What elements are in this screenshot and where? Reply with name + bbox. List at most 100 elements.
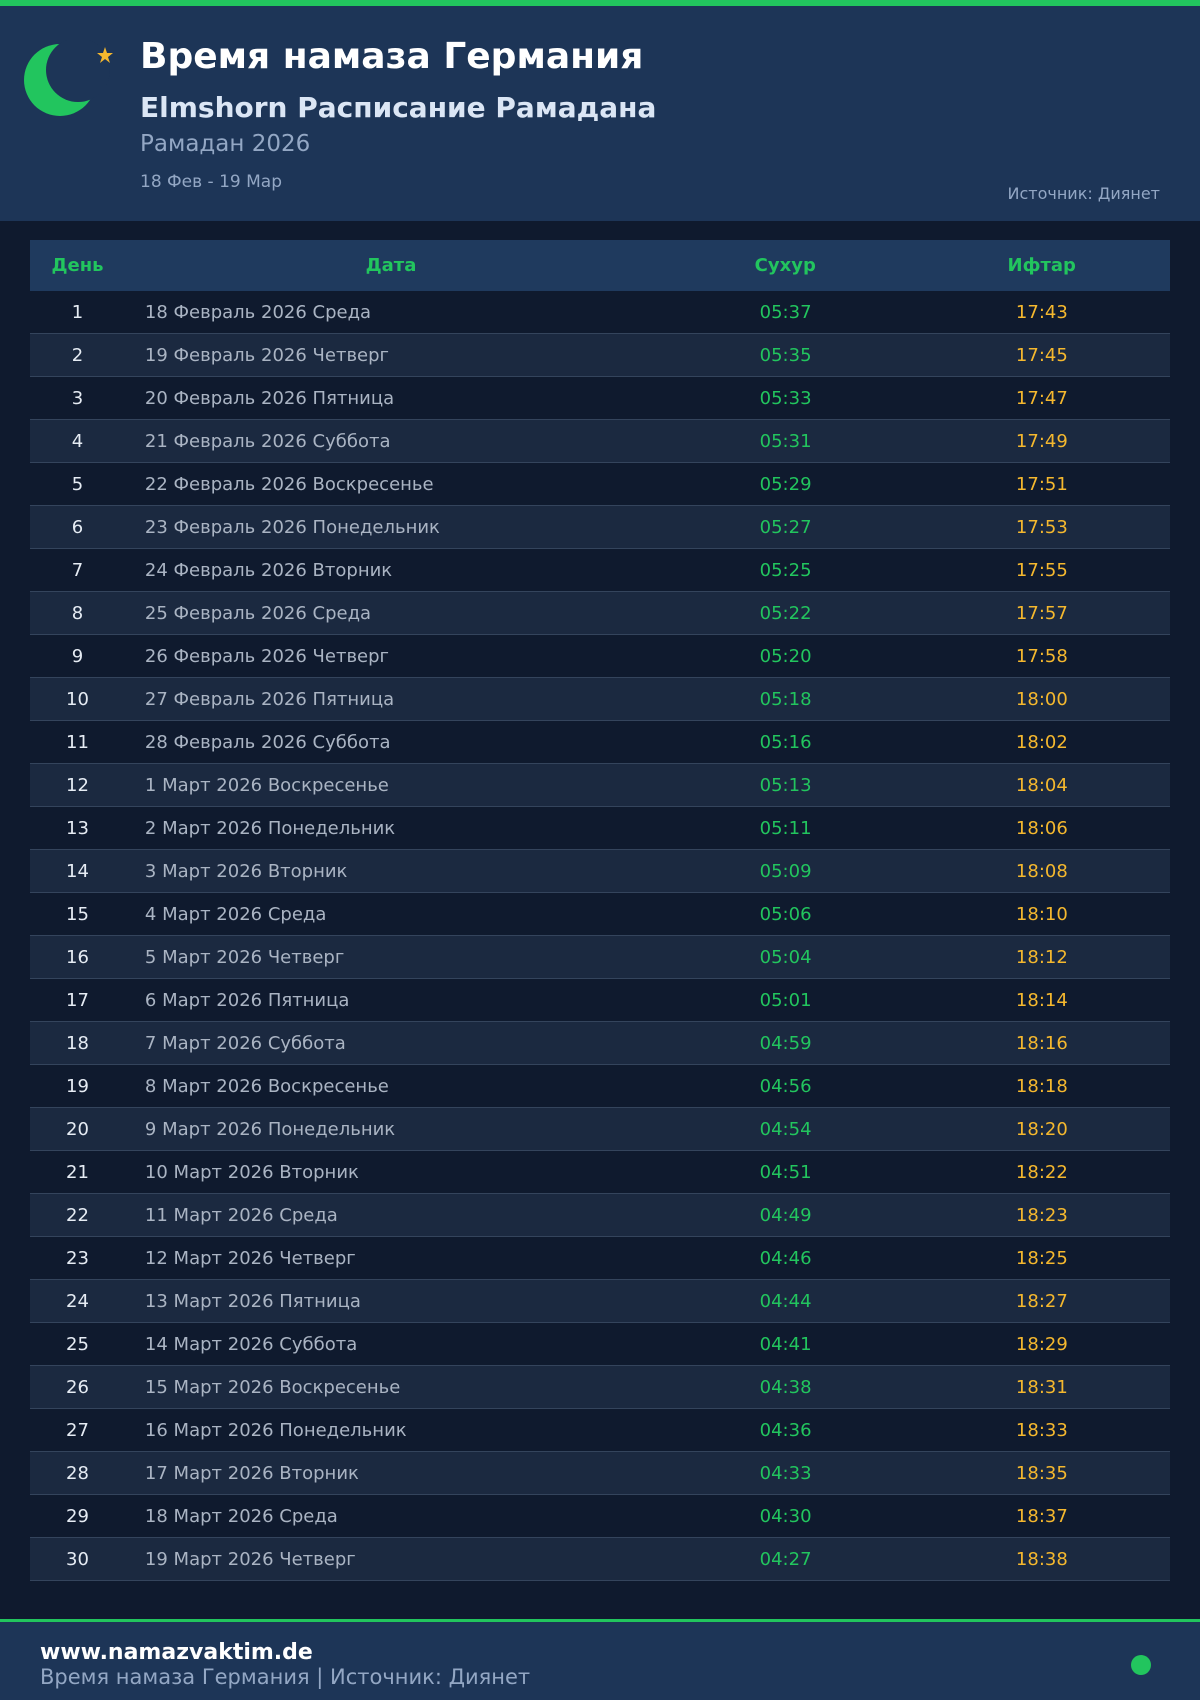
iftar-cell: 18:12 — [1015, 946, 1068, 968]
subtitle: Elmshorn Расписание Рамадана — [140, 91, 657, 124]
iftar-cell: 18:04 — [1015, 774, 1068, 796]
day-cell: 20 — [66, 1118, 89, 1140]
table-row: 8 25 Февраль 2026 Среда 05:22 17:57 — [30, 592, 1170, 635]
table-row: 15 4 Март 2026 Среда 05:06 18:10 — [30, 893, 1170, 936]
suhur-cell: 05:31 — [759, 430, 812, 452]
suhur-cell: 05:25 — [759, 559, 812, 581]
table-row: 2 19 Февраль 2026 Четверг 05:35 17:45 — [30, 334, 1170, 377]
suhur-cell: 04:30 — [759, 1505, 812, 1527]
iftar-cell: 17:53 — [1015, 516, 1068, 538]
date-cell: 12 Март 2026 Четверг — [144, 1247, 356, 1269]
date-cell: 25 Февраль 2026 Среда — [144, 602, 372, 624]
day-cell: 25 — [66, 1333, 89, 1355]
header — [0, 0, 1200, 221]
table-row: 29 18 Март 2026 Среда 04:30 18:37 — [30, 1495, 1170, 1538]
suhur-cell: 05:20 — [759, 645, 812, 667]
suhur-cell: 04:49 — [759, 1204, 812, 1226]
iftar-cell: 17:57 — [1015, 602, 1068, 624]
iftar-cell: 18:29 — [1015, 1333, 1068, 1355]
footer-site: www.namazvaktim.de — [40, 1640, 313, 1665]
iftar-cell: 18:31 — [1015, 1376, 1068, 1398]
date-cell: 15 Март 2026 Воскресенье — [144, 1376, 401, 1398]
table-row: 26 15 Март 2026 Воскресенье 04:38 18:31 — [30, 1366, 1170, 1409]
date-cell: 21 Февраль 2026 Суббота — [144, 430, 391, 452]
table-row: 11 28 Февраль 2026 Суббота 05:16 18:02 — [30, 721, 1170, 764]
suhur-cell: 05:18 — [759, 688, 812, 710]
suhur-cell: 04:51 — [759, 1161, 812, 1183]
day-cell: 22 — [66, 1204, 89, 1226]
table-row: 9 26 Февраль 2026 Четверг 05:20 17:58 — [30, 635, 1170, 678]
table-row: 1 18 Февраль 2026 Среда 05:37 17:43 — [30, 291, 1170, 334]
day-cell: 26 — [66, 1376, 89, 1398]
iftar-cell: 18:23 — [1015, 1204, 1068, 1226]
table-row: 23 12 Март 2026 Четверг 04:46 18:25 — [30, 1237, 1170, 1280]
date-cell: 19 Март 2026 Четверг — [144, 1548, 356, 1570]
day-cell: 12 — [66, 774, 89, 796]
column-header: Дата — [365, 255, 417, 276]
date-cell: 16 Март 2026 Понедельник — [144, 1419, 407, 1441]
table-row: 6 23 Февраль 2026 Понедельник 05:27 17:53 — [30, 506, 1170, 549]
date-cell: 14 Март 2026 Суббота — [144, 1333, 358, 1355]
day-cell: 7 — [71, 559, 84, 581]
suhur-cell: 04:59 — [759, 1032, 812, 1054]
table-row: 13 2 Март 2026 Понедельник 05:11 18:06 — [30, 807, 1170, 850]
iftar-cell: 18:18 — [1015, 1075, 1068, 1097]
iftar-cell: 18:14 — [1015, 989, 1068, 1011]
date-cell: 23 Февраль 2026 Понедельник — [144, 516, 440, 538]
iftar-cell: 17:55 — [1015, 559, 1068, 581]
date-cell: 5 Март 2026 Четверг — [144, 946, 345, 968]
date-cell: 7 Март 2026 Суббота — [144, 1032, 346, 1054]
footer — [0, 1619, 1200, 1700]
footer-text: Время намаза Германия | Источник: Диянет — [40, 1665, 531, 1689]
iftar-cell: 17:47 — [1015, 387, 1068, 409]
day-cell: 24 — [66, 1290, 89, 1312]
column-header: Сухур — [754, 255, 816, 276]
suhur-cell: 05:13 — [759, 774, 812, 796]
column-header: Ифтар — [1007, 255, 1076, 276]
date-cell: 18 Март 2026 Среда — [144, 1505, 338, 1527]
suhur-cell: 05:11 — [759, 817, 812, 839]
iftar-cell: 17:51 — [1015, 473, 1068, 495]
day-cell: 21 — [66, 1161, 89, 1183]
table-row: 14 3 Март 2026 Вторник 05:09 18:08 — [30, 850, 1170, 893]
suhur-cell: 05:01 — [759, 989, 812, 1011]
suhur-cell: 05:16 — [759, 731, 812, 753]
day-cell: 28 — [66, 1462, 89, 1484]
iftar-cell: 18:33 — [1015, 1419, 1068, 1441]
date-cell: 6 Март 2026 Пятница — [144, 989, 350, 1011]
iftar-cell: 18:06 — [1015, 817, 1068, 839]
suhur-cell: 04:36 — [759, 1419, 812, 1441]
suhur-cell: 05:06 — [759, 903, 812, 925]
iftar-cell: 18:27 — [1015, 1290, 1068, 1312]
iftar-cell: 18:16 — [1015, 1032, 1068, 1054]
day-cell: 13 — [66, 817, 89, 839]
suhur-cell: 04:54 — [759, 1118, 812, 1140]
day-cell: 8 — [71, 602, 84, 624]
date-cell: 11 Март 2026 Среда — [144, 1204, 338, 1226]
table-row: 30 19 Март 2026 Четверг 04:27 18:38 — [30, 1538, 1170, 1581]
table-row: 7 24 Февраль 2026 Вторник 05:25 17:55 — [30, 549, 1170, 592]
date-cell: 18 Февраль 2026 Среда — [144, 301, 372, 323]
suhur-cell: 04:46 — [759, 1247, 812, 1269]
day-cell: 29 — [66, 1505, 89, 1527]
date-cell: 4 Март 2026 Среда — [144, 903, 327, 925]
table-row: 5 22 Февраль 2026 Воскресенье 05:29 17:51 — [30, 463, 1170, 506]
iftar-cell: 17:49 — [1015, 430, 1068, 452]
date-cell: 3 Март 2026 Вторник — [144, 860, 348, 882]
date-cell: 19 Февраль 2026 Четверг — [144, 344, 390, 366]
table-row: 19 8 Март 2026 Воскресенье 04:56 18:18 — [30, 1065, 1170, 1108]
suhur-cell: 04:41 — [759, 1333, 812, 1355]
suhur-cell: 05:04 — [759, 946, 812, 968]
table-row: 24 13 Март 2026 Пятница 04:44 18:27 — [30, 1280, 1170, 1323]
day-cell: 30 — [66, 1548, 89, 1570]
iftar-cell: 18:25 — [1015, 1247, 1068, 1269]
day-cell: 27 — [66, 1419, 89, 1441]
day-cell: 1 — [71, 301, 84, 323]
table-row: 28 17 Март 2026 Вторник 04:33 18:35 — [30, 1452, 1170, 1495]
date-cell: 9 Март 2026 Понедельник — [144, 1118, 396, 1140]
day-cell: 2 — [71, 344, 84, 366]
suhur-cell: 04:56 — [759, 1075, 812, 1097]
date-cell: 24 Февраль 2026 Вторник — [144, 559, 393, 581]
iftar-cell: 18:22 — [1015, 1161, 1068, 1183]
column-header: День — [51, 255, 104, 276]
